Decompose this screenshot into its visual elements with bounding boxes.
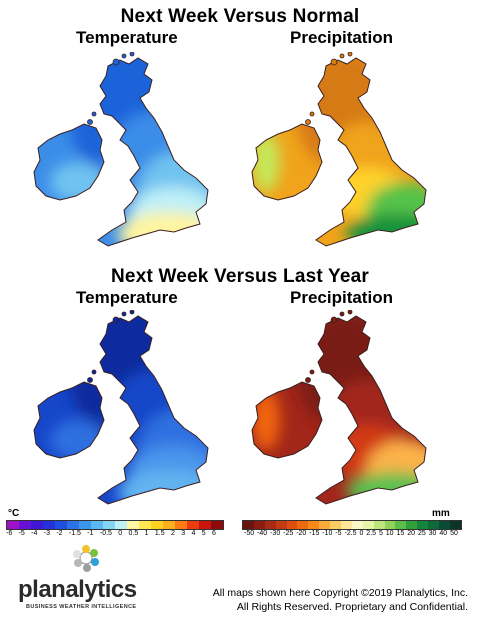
scale-swatch (243, 521, 254, 529)
scale-tick-label: 1.5 (154, 530, 165, 537)
scale-swatch (417, 521, 429, 529)
scale-swatch (31, 521, 43, 529)
copyright-notice: All maps shown here Copyright ©2019 Plan… (213, 586, 468, 614)
logo-tagline: BUSINESS WEATHER INTELLIGENCE (26, 604, 137, 610)
scale-swatch (373, 521, 385, 529)
scale-swatch (79, 521, 91, 529)
scale-tick-label: 2 (170, 530, 175, 537)
precipitation-scale-ticks: -50 -40 -30 -25 -20 -15 -10 -5 -2.5 0 2.5 5 10 15 20 25… (244, 530, 458, 537)
temperature-color-scale (6, 520, 224, 530)
scale-tick-label: 40 (439, 530, 448, 537)
subtitle-temperature-top: Temperature (76, 28, 178, 47)
scale-swatch (297, 521, 309, 529)
scale-swatch (341, 521, 352, 529)
subtitle-precipitation-bottom: Precipitation (290, 288, 393, 307)
scale-tick-label: 4 (191, 530, 196, 537)
scale-tick-label: 10 (385, 530, 394, 537)
subtitle-precipitation-top: Precipitation (290, 28, 393, 47)
scale-tick-label: 2.5 (366, 530, 377, 537)
scale-swatch (439, 521, 450, 529)
scale-tick-label: -1.5 (68, 530, 81, 537)
scale-swatch (308, 521, 320, 529)
precipitation-color-scale (242, 520, 462, 530)
scale-swatch (264, 521, 276, 529)
scale-tick-label: -40 (257, 530, 268, 537)
scale-swatch (275, 521, 287, 529)
scale-tick-label: -10 (322, 530, 333, 537)
scale-tick-label: 5 (201, 530, 206, 537)
scale-tick-label: 20 (407, 530, 416, 537)
scale-swatch (351, 521, 363, 529)
scale-swatch (19, 521, 31, 529)
scale-tick-label: 0 (359, 530, 364, 537)
scale-tick-label: -2 (56, 530, 63, 537)
copyright-line-2: All Rights Reserved. Proprietary and Con… (236, 601, 468, 613)
scale-swatch (67, 521, 79, 529)
copyright-line-1: All maps shown here Copyright ©2019 Plan… (212, 587, 468, 599)
scale-swatch (163, 521, 175, 529)
logo-mark-icon (73, 545, 99, 572)
scale-tick-label: -15 (309, 530, 320, 537)
temperature-unit-label: °C (8, 508, 20, 519)
scale-swatch (362, 521, 374, 529)
scale-swatch (151, 521, 163, 529)
map-normal-precipitation (251, 52, 427, 247)
scale-swatch (199, 521, 211, 529)
scale-swatch (115, 521, 127, 529)
scale-swatch (449, 521, 461, 529)
scale-swatch (91, 521, 103, 529)
map-lastyear-precipitation (251, 310, 427, 505)
scale-swatch (395, 521, 407, 529)
title-versus-last-year: Next Week Versus Last Year (111, 266, 369, 287)
scale-tick-label: 25 (417, 530, 426, 537)
scale-tick-label: -20 (296, 530, 307, 537)
scale-tick-label: -6 (6, 530, 13, 537)
subtitle-temperature-bottom: Temperature (76, 288, 178, 307)
scale-swatch (187, 521, 199, 529)
scale-tick-label: -50 (244, 530, 255, 537)
scale-swatch (139, 521, 151, 529)
scale-swatch (127, 521, 139, 529)
scale-swatch (428, 521, 440, 529)
scale-swatch (55, 521, 67, 529)
scale-tick-label: -25 (283, 530, 294, 537)
title-versus-normal: Next Week Versus Normal (120, 6, 360, 27)
scale-swatch (319, 521, 331, 529)
scale-swatch (175, 521, 187, 529)
scale-tick-label: -5 (18, 530, 25, 537)
scale-tick-label: 50 (450, 530, 458, 537)
scale-swatch (286, 521, 298, 529)
scale-swatch (253, 521, 265, 529)
scale-tick-label: 0 (118, 530, 123, 537)
scale-tick-label: -0.5 (99, 530, 112, 537)
scale-tick-label: 6 (211, 530, 216, 537)
logo-wordmark: planalytics (18, 576, 137, 603)
scale-tick-label: 1 (144, 530, 149, 537)
scale-swatch (211, 521, 223, 529)
map-lastyear-temperature (33, 310, 209, 505)
scale-swatch (330, 521, 342, 529)
temperature-scale-ticks: -6 -5 -4 -3 -2 -1.5 -1 -0.5 0 0.5 1 1.5 2 3 4 5 6 (6, 530, 216, 537)
scale-tick-label: -5 (335, 530, 342, 537)
scale-tick-label: 15 (396, 530, 405, 537)
scale-tick-label: 3 (181, 530, 186, 537)
scale-tick-label: -3 (43, 530, 50, 537)
scale-swatch (103, 521, 115, 529)
scale-tick-label: -2.5 (344, 530, 357, 537)
scale-tick-label: -4 (31, 530, 38, 537)
scale-tick-label: 5 (378, 530, 383, 537)
planalytics-logo: planalytics BUSINESS WEATHER INTELLIGENC… (18, 542, 148, 612)
scale-swatch (7, 521, 19, 529)
scale-tick-label: 30 (428, 530, 437, 537)
scale-tick-label: 0.5 (128, 530, 139, 537)
scale-swatch (384, 521, 396, 529)
precipitation-unit-label: mm (432, 508, 450, 519)
scale-tick-label: -30 (270, 530, 281, 537)
map-normal-temperature (33, 52, 209, 247)
scale-tick-label: -1 (87, 530, 94, 537)
scale-swatch (43, 521, 55, 529)
scale-swatch (406, 521, 418, 529)
